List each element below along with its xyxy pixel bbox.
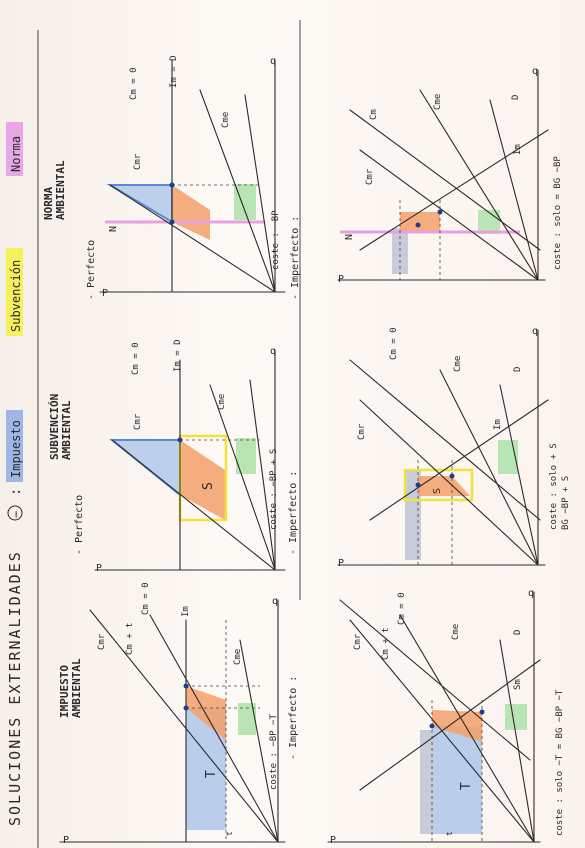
svg-text:Cm = 0: Cm = 0: [389, 327, 399, 360]
svg-text:S: S: [432, 488, 443, 494]
column-subvencion: SUBVENCIÓN AMBIENTAL - Perfecto P q Cmr …: [48, 339, 299, 574]
svg-text:P: P: [338, 558, 344, 569]
norma-highlight: [6, 122, 23, 176]
subvencion-imperfect-cost: coste : solo + S: [549, 443, 559, 530]
impuesto-perfect-cost: coste : −BP −T: [269, 714, 279, 790]
label-cm-t: Cm + t: [125, 622, 135, 655]
svg-text:N: N: [108, 226, 119, 232]
norma-imperfect-label: - Imperfecto :: [290, 216, 301, 300]
label-cmr: Cmr: [97, 633, 107, 650]
svg-text:q: q: [532, 326, 538, 337]
svg-text:Cmr: Cmr: [357, 423, 367, 440]
subvencion-title-2: AMBIENTAL: [60, 400, 73, 460]
label-T: T: [204, 770, 219, 778]
subvencion-title-1: SUBVENCIÓN: [48, 394, 61, 460]
impuesto-imperfect-label: - Imperfecto :: [288, 676, 299, 760]
svg-text:Cm = 0: Cm = 0: [397, 592, 407, 625]
svg-text:Im: Im: [493, 419, 503, 430]
subvencion-highlight: [6, 248, 23, 336]
tag-subvencion: Subvención: [9, 260, 23, 332]
svg-text:q: q: [532, 66, 538, 77]
svg-text:Cm = 0: Cm = 0: [129, 67, 139, 100]
svg-text:Cme: Cme: [451, 624, 461, 640]
svg-text:Sm: Sm: [513, 679, 523, 690]
svg-text:Cm + t: Cm + t: [381, 627, 391, 660]
svg-text:S: S: [201, 482, 216, 490]
svg-text:Cm: Cm: [369, 109, 379, 120]
svg-text:Cmr: Cmr: [133, 153, 143, 170]
svg-text:D: D: [511, 95, 521, 100]
impuesto-imperfect-cost: coste : solo −T = BG −BP −T: [555, 689, 565, 836]
line-cmr: [89, 609, 279, 843]
svg-text:Im = D: Im = D: [173, 339, 183, 372]
svg-text:q: q: [270, 56, 276, 67]
area-orange: [186, 686, 226, 740]
svg-text:Cmr: Cmr: [133, 413, 143, 430]
line-cm-t: [149, 614, 279, 843]
column-norma: NORMA AMBIENTAL - Perfecto P q Cmr Cm = …: [42, 55, 301, 300]
subvencion-perfect-cost: coste : −BP + S: [269, 449, 279, 530]
svg-text:q: q: [270, 346, 276, 357]
subvencion-perfect-label: - Perfecto: [74, 495, 85, 555]
impuesto-imperfect-p: P: [330, 835, 336, 846]
svg-text:t: t: [445, 831, 454, 836]
header-circle: [7, 505, 23, 521]
column-impuesto: IMPUESTO AMBIENTAL P q Cmr Cm + t Cm = 0…: [58, 582, 299, 846]
norma-perfect-cost: coste : −BP: [271, 210, 281, 270]
subvencion-perfect-graph: P q Cmr Cm = 0 Im = D Cme S coste : −BP …: [94, 339, 286, 574]
svg-text:Cmr: Cmr: [353, 633, 363, 650]
header-colon: :: [8, 488, 24, 496]
svg-text:D: D: [513, 630, 523, 635]
header: SOLUCIONES EXTERNALIDADES − : Impuesto S…: [6, 122, 24, 826]
label-cm0: Cm = 0: [141, 582, 151, 615]
label-cme: Cme: [233, 649, 243, 665]
svg-text:P: P: [96, 563, 102, 574]
header-circle-mark: −: [9, 511, 23, 518]
svg-text:Im = D: Im = D: [169, 55, 179, 88]
subvencion-imperfect-graph: P q Cmr Cm = 0 Cme D Im S coste : solo +…: [337, 326, 571, 569]
norma-title-2: AMBIENTAL: [54, 160, 67, 220]
tag-norma: Norma: [9, 136, 23, 172]
norma-imperfect-graph: P q Cmr Cm Cme D Im N coste : solo = BG …: [337, 66, 563, 285]
impuesto-perfect-graph: P q Cmr Cm + t Cm = 0 Im Cme T t coste :…: [59, 582, 286, 846]
norma-perfect-graph: P q Cmr Cm = 0 Im = D Cme N coste : −BP: [99, 55, 286, 299]
svg-text:Cme: Cme: [433, 94, 443, 110]
area-green: [238, 703, 256, 735]
impuesto-highlight: [6, 410, 23, 482]
impuesto-title-2: AMBIENTAL: [70, 658, 83, 718]
header-title: SOLUCIONES EXTERNALIDADES: [6, 550, 24, 826]
svg-text:Cme: Cme: [221, 112, 231, 128]
svg-text:N: N: [344, 234, 355, 240]
label-t: t: [225, 831, 234, 836]
norma-imperfect-cost: coste : solo = BG −BP: [553, 156, 563, 270]
svg-text:Cme: Cme: [453, 356, 463, 372]
line-cme: [239, 639, 279, 843]
subvencion-imperfect-label: - Imperfecto :: [288, 471, 299, 555]
impuesto-perfect-q: q: [272, 596, 278, 607]
svg-text:T: T: [459, 782, 474, 790]
svg-text:Cme: Cme: [217, 394, 227, 410]
impuesto-imperfect-graph: P q Cmr Cm + t Cm = 0 Cme D Sm T t coste…: [327, 588, 565, 846]
label-im: Im: [181, 606, 191, 617]
svg-text:Im: Im: [513, 144, 523, 155]
svg-text:Cmr: Cmr: [365, 168, 375, 185]
svg-text:P: P: [102, 288, 108, 299]
svg-text:P: P: [338, 274, 344, 285]
impuesto-title-1: IMPUESTO: [58, 665, 71, 718]
norma-perfect-label: - Perfecto: [86, 240, 97, 300]
subvencion-imperfect-cost2: BG −BP + S: [561, 476, 571, 530]
impuesto-perfect-p: P: [63, 835, 69, 846]
svg-text:D: D: [513, 367, 523, 372]
impuesto-imperfect-q: q: [528, 588, 534, 599]
svg-text:Cm = 0: Cm = 0: [131, 342, 141, 375]
norma-title-1: NORMA: [42, 187, 55, 220]
tag-impuesto: Impuesto: [9, 420, 23, 478]
